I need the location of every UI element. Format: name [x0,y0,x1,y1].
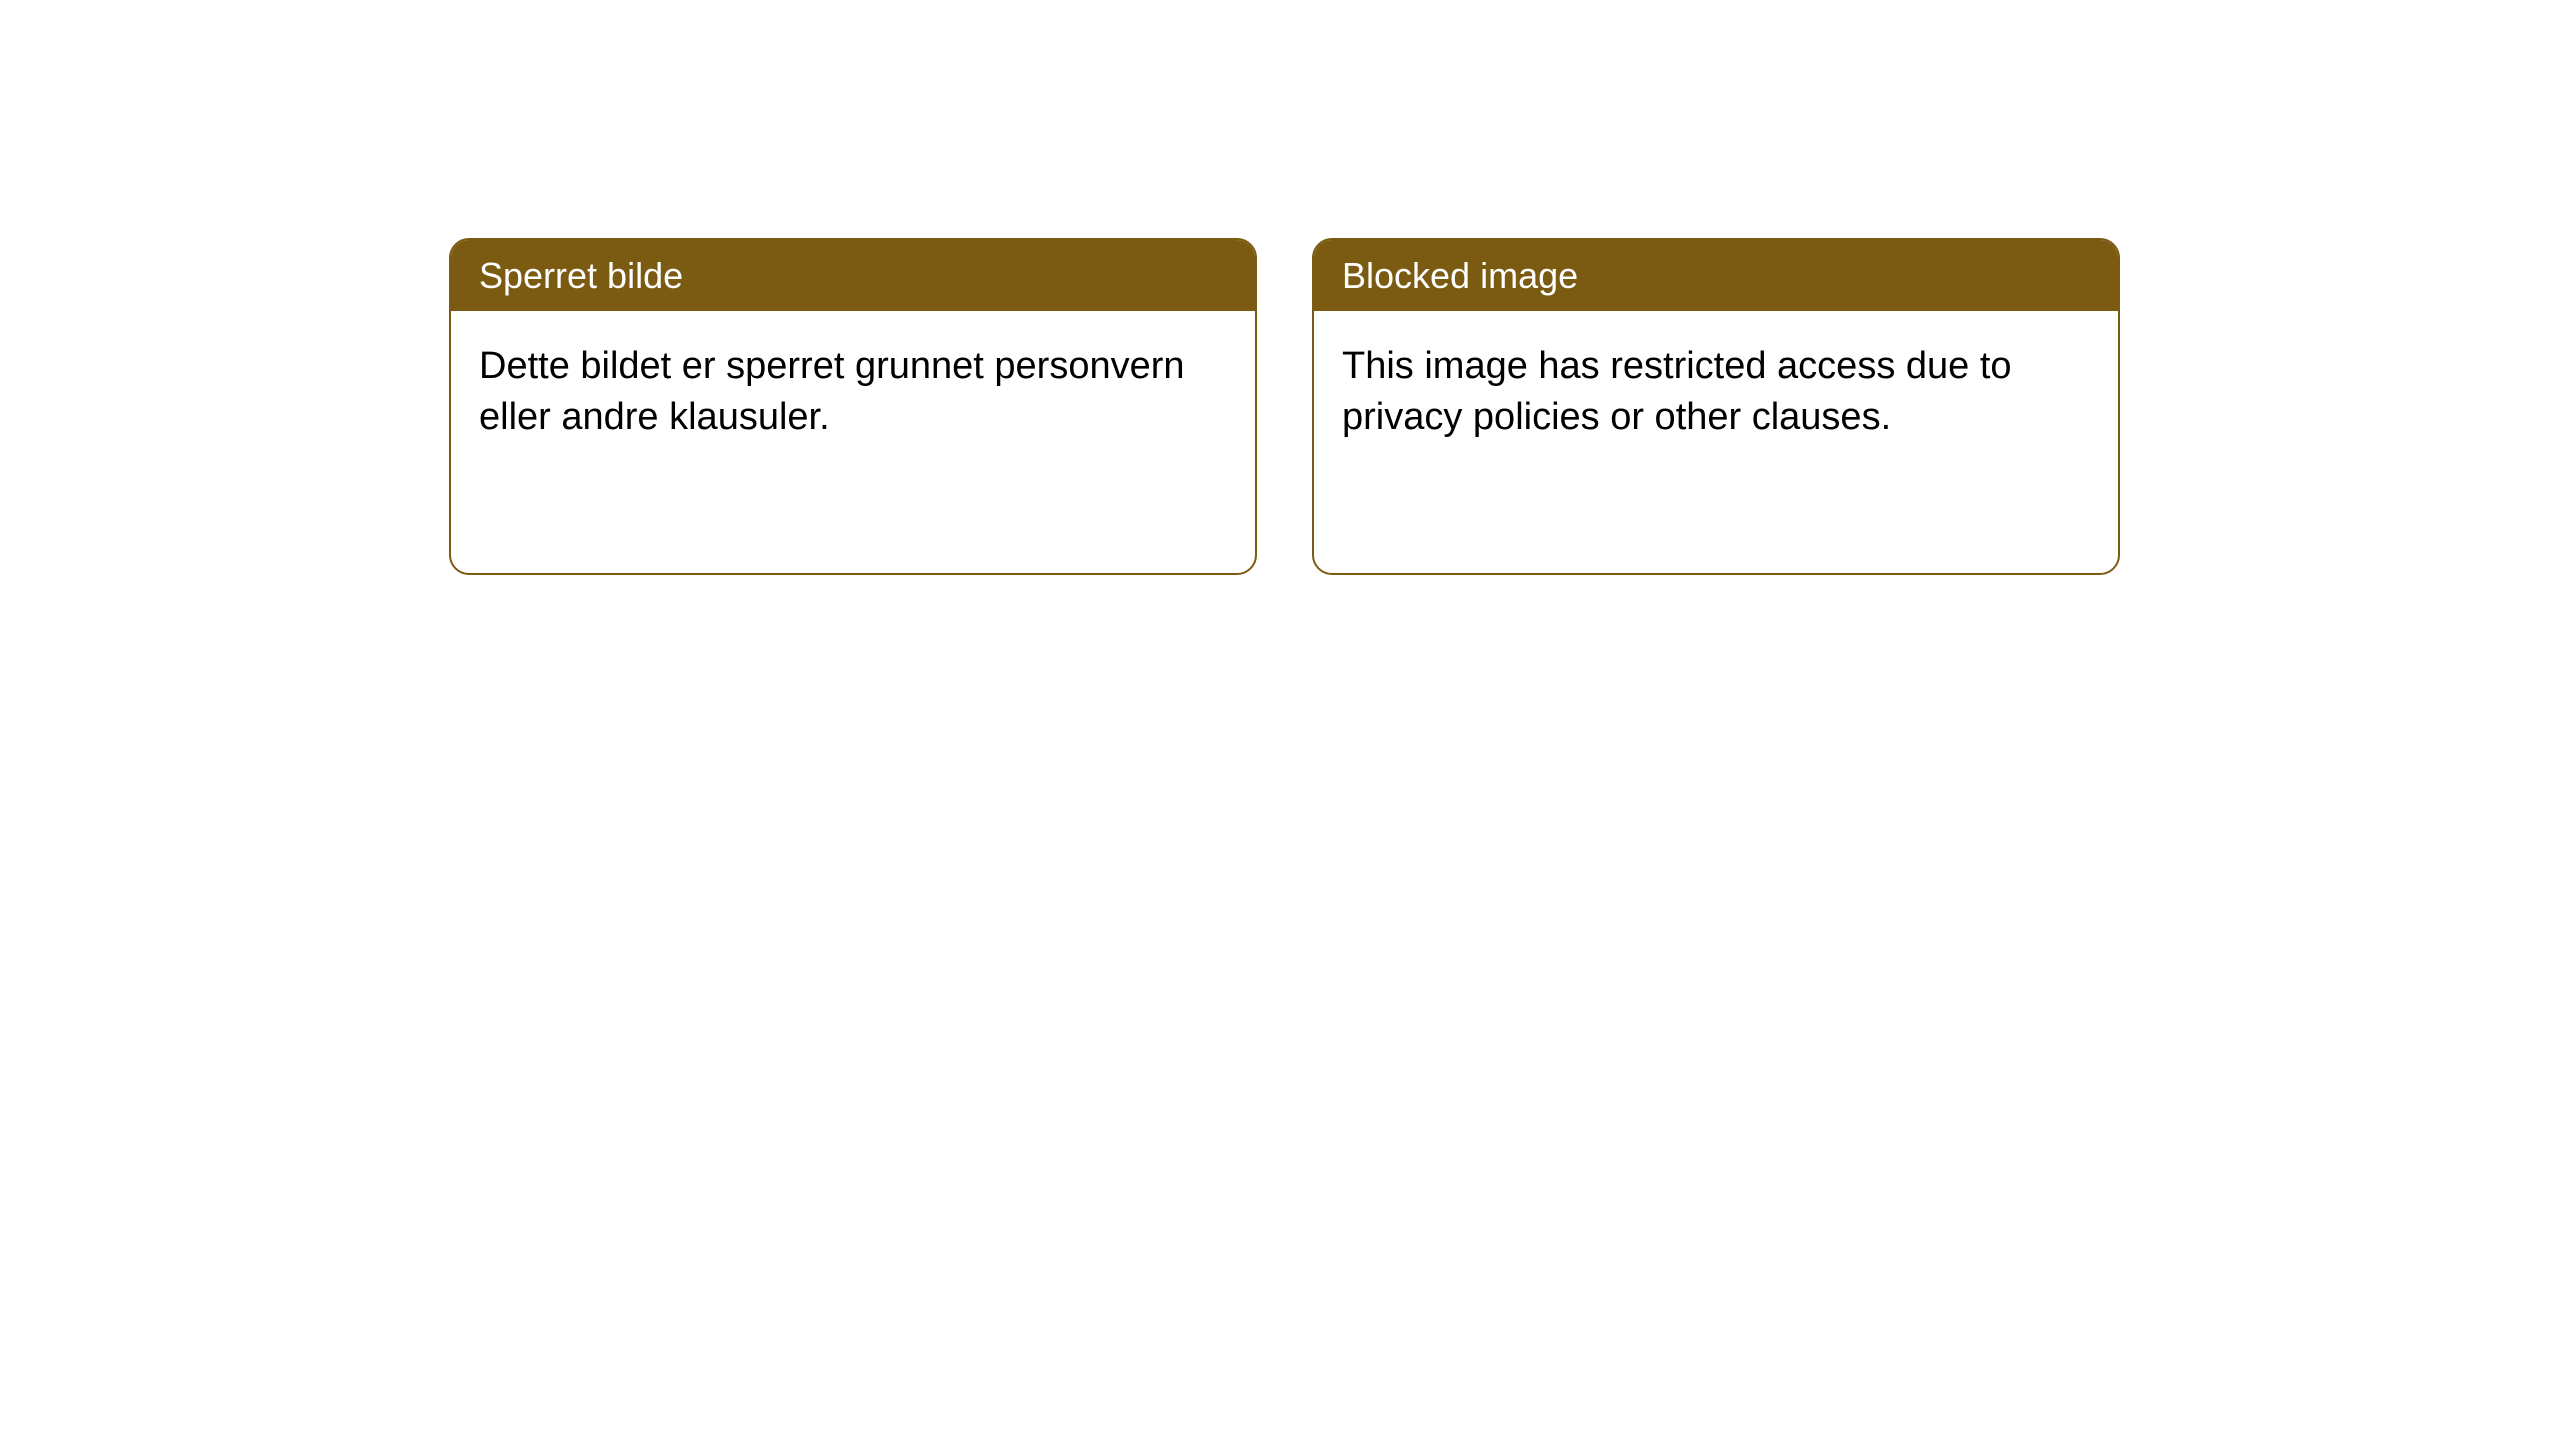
notice-header: Sperret bilde [451,240,1255,311]
notice-header: Blocked image [1314,240,2118,311]
notice-body: This image has restricted access due to … [1314,311,2118,474]
notice-body: Dette bildet er sperret grunnet personve… [451,311,1255,474]
notice-box-english: Blocked image This image has restricted … [1312,238,2120,575]
notice-box-norwegian: Sperret bilde Dette bildet er sperret gr… [449,238,1257,575]
notice-boxes-container: Sperret bilde Dette bildet er sperret gr… [449,238,2120,575]
